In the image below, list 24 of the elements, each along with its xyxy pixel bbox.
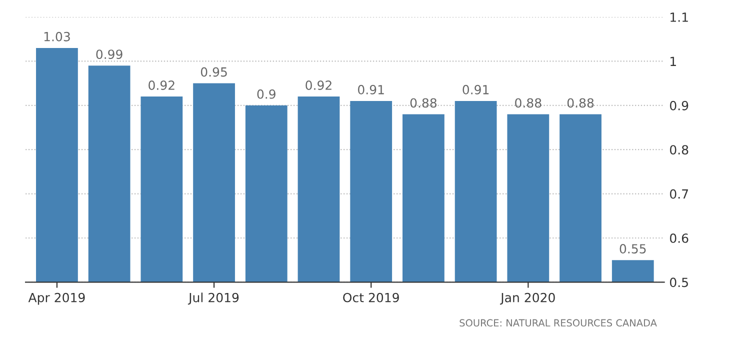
x-tick-label: Oct 2019: [343, 292, 399, 302]
y-tick-label: 0.7: [670, 189, 688, 199]
data-label: 0.55: [620, 244, 646, 254]
y-tick-label: 1.1: [670, 12, 688, 22]
y-tick-label: 0.9: [670, 100, 688, 110]
x-tick-label: Jan 2020: [500, 292, 555, 305]
data-label: 0.91: [358, 84, 384, 94]
data-label: 0.88: [410, 98, 437, 108]
x-tick-label: Jul 2019: [188, 292, 239, 305]
data-label: 0.9: [257, 89, 276, 99]
data-label: 0.92: [148, 80, 174, 90]
y-tick-label: 0.6: [670, 233, 688, 243]
y-tick-label: 1: [670, 56, 676, 66]
data-label: 0.95: [200, 67, 227, 77]
x-tick-label: Apr 2019: [28, 292, 85, 305]
data-label: 0.88: [515, 98, 542, 108]
data-label: 1.03: [44, 32, 70, 42]
y-tick-label: 0.5: [670, 278, 688, 288]
data-label: 0.91: [462, 84, 489, 94]
data-label: 0.99: [96, 50, 122, 60]
data-label: 0.92: [306, 80, 332, 90]
y-tick-label: 0.8: [670, 145, 688, 155]
source-note: SOURCE: NATURAL RESOURCES CANADA: [460, 319, 657, 327]
data-label: 0.88: [567, 98, 594, 108]
